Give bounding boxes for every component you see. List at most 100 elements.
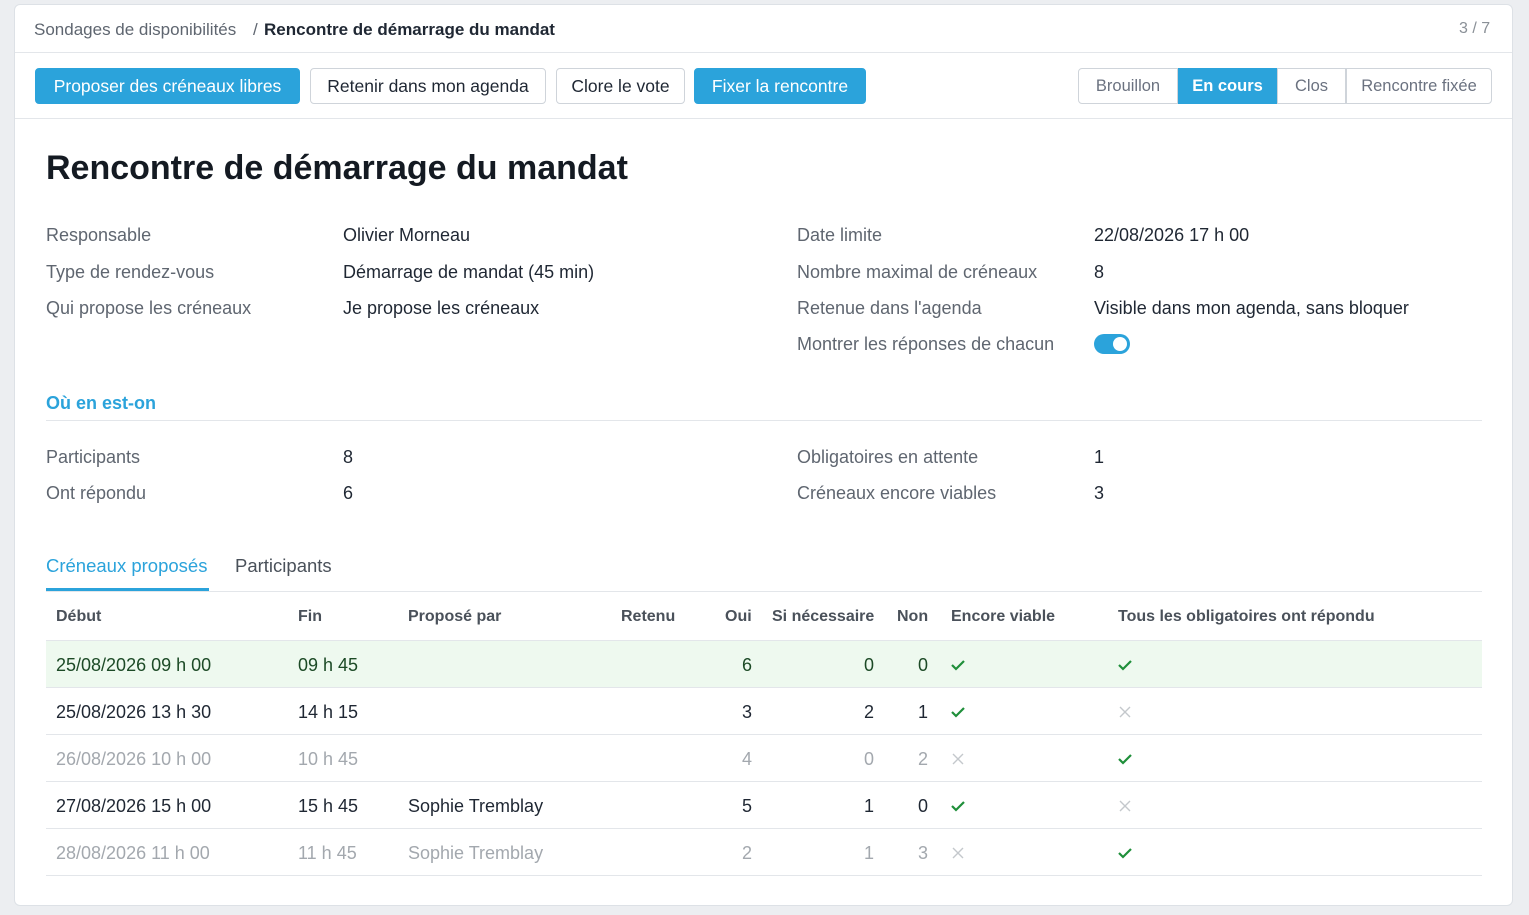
cell: 0 bbox=[864, 749, 875, 769]
column-header: Tous les obligatoires ont répondu bbox=[1118, 608, 1375, 625]
detail-label: Retenue dans l'agenda bbox=[797, 298, 982, 318]
detail-value: 22/08/2026 17 h 00 bbox=[1094, 225, 1250, 245]
detail-label: Responsable bbox=[46, 225, 152, 245]
cell: 14 h 15 bbox=[298, 702, 359, 722]
detail-value: Je propose les créneaux bbox=[343, 298, 540, 318]
detail-value: 6 bbox=[343, 483, 354, 503]
divider bbox=[46, 640, 1482, 641]
cell: 2 bbox=[864, 702, 875, 722]
cell: 6 bbox=[742, 655, 753, 675]
detail-value: Démarrage de mandat (45 min) bbox=[343, 262, 595, 282]
divider bbox=[46, 875, 1482, 876]
check-icon bbox=[951, 801, 965, 812]
column-header: Encore viable bbox=[951, 608, 1056, 625]
divider bbox=[15, 118, 1512, 119]
detail-label: Date limite bbox=[797, 225, 883, 245]
column-header: Retenu bbox=[621, 608, 676, 625]
divider bbox=[46, 591, 1482, 592]
column-header: Début bbox=[56, 608, 102, 625]
tab[interactable]: Créneaux proposés bbox=[46, 555, 208, 576]
cell: 1 bbox=[864, 843, 875, 863]
cell: Sophie Tremblay bbox=[408, 843, 544, 863]
pager: 3 / 7 bbox=[1459, 20, 1491, 37]
detail-label: Obligatoires en attente bbox=[797, 447, 979, 467]
check-icon bbox=[1118, 848, 1132, 859]
cell: 3 bbox=[918, 843, 929, 863]
tab[interactable]: Participants bbox=[235, 555, 332, 576]
cell: 2 bbox=[742, 843, 753, 863]
detail-value: 3 bbox=[1094, 483, 1105, 503]
status-tab[interactable]: En cours bbox=[1178, 68, 1277, 104]
status-tab[interactable]: Clos bbox=[1277, 68, 1346, 104]
column-header: Oui bbox=[725, 608, 752, 625]
cell: 09 h 45 bbox=[298, 655, 359, 675]
cell: 0 bbox=[918, 655, 929, 675]
detail-value: 8 bbox=[343, 447, 354, 467]
cell: 4 bbox=[742, 749, 753, 769]
check-icon bbox=[1118, 660, 1132, 671]
cell: 15 h 45 bbox=[298, 796, 359, 816]
breadcrumb-current: Rencontre de démarrage du mandat bbox=[264, 20, 555, 39]
cell: 5 bbox=[742, 796, 753, 816]
cell: 27/08/2026 15 h 00 bbox=[56, 796, 212, 816]
check-icon bbox=[1118, 754, 1132, 765]
action-button[interactable]: Clore le vote bbox=[556, 68, 685, 104]
toggle-knob bbox=[1113, 337, 1127, 351]
action-button[interactable]: Retenir dans mon agenda bbox=[310, 68, 546, 104]
divider bbox=[46, 781, 1482, 782]
status-tab[interactable]: Brouillon bbox=[1078, 68, 1178, 104]
detail-label: Qui propose les créneaux bbox=[46, 298, 252, 318]
action-button[interactable]: Fixer la rencontre bbox=[694, 68, 866, 104]
section-heading: Où en est-on bbox=[46, 393, 157, 413]
cell: 1 bbox=[918, 702, 929, 722]
detail-label: Participants bbox=[46, 447, 141, 467]
breadcrumb-parent[interactable]: Sondages de disponibilités bbox=[34, 20, 237, 39]
status-tab[interactable]: Rencontre fixée bbox=[1346, 68, 1492, 104]
column-header: Non bbox=[897, 608, 929, 625]
column-header: Si nécessaire bbox=[772, 608, 875, 625]
cell: 10 h 45 bbox=[298, 749, 359, 769]
divider bbox=[15, 52, 1512, 53]
cross-icon bbox=[1119, 800, 1131, 812]
detail-value: Visible dans mon agenda, sans bloquer bbox=[1094, 298, 1409, 318]
tab-underline bbox=[46, 588, 209, 591]
detail-label: Montrer les réponses de chacun bbox=[797, 334, 1055, 354]
detail-value: Olivier Morneau bbox=[343, 225, 471, 245]
cell: 25/08/2026 13 h 30 bbox=[56, 702, 212, 722]
cell: 28/08/2026 11 h 00 bbox=[56, 843, 210, 863]
divider bbox=[46, 734, 1482, 735]
divider bbox=[46, 420, 1482, 421]
breadcrumb-separator: / bbox=[253, 20, 258, 39]
detail-label: Nombre maximal de créneaux bbox=[797, 262, 1038, 282]
cell: 2 bbox=[918, 749, 929, 769]
cell: 1 bbox=[864, 796, 875, 816]
action-button[interactable]: Proposer des créneaux libres bbox=[35, 68, 300, 104]
column-header: Proposé par bbox=[408, 608, 502, 625]
detail-value: 8 bbox=[1094, 262, 1105, 282]
toggle[interactable] bbox=[1094, 334, 1130, 354]
cell: 25/08/2026 09 h 00 bbox=[56, 655, 212, 675]
detail-label: Ont répondu bbox=[46, 483, 147, 503]
cell: Sophie Tremblay bbox=[408, 796, 544, 816]
cross-icon bbox=[952, 753, 964, 765]
row-highlight bbox=[46, 641, 1482, 687]
cell: 0 bbox=[864, 655, 875, 675]
divider bbox=[46, 687, 1482, 688]
column-header: Fin bbox=[298, 608, 322, 625]
detail-label: Type de rendez-vous bbox=[46, 262, 215, 282]
detail-value: 1 bbox=[1094, 447, 1105, 467]
cross-icon bbox=[952, 847, 964, 859]
poll-card: Sondages de disponibilités / Rencontre de … bbox=[14, 4, 1513, 906]
header-bg bbox=[15, 5, 1512, 52]
cell: 11 h 45 bbox=[298, 843, 357, 863]
check-icon bbox=[951, 660, 965, 671]
check-icon bbox=[951, 707, 965, 718]
cell: 26/08/2026 10 h 00 bbox=[56, 749, 212, 769]
detail-label: Créneaux encore viables bbox=[797, 483, 997, 503]
cell: 3 bbox=[742, 702, 753, 722]
cross-icon bbox=[1119, 706, 1131, 718]
divider bbox=[46, 828, 1482, 829]
cell: 0 bbox=[918, 796, 929, 816]
page-title: Rencontre de démarrage du mandat bbox=[46, 149, 628, 187]
